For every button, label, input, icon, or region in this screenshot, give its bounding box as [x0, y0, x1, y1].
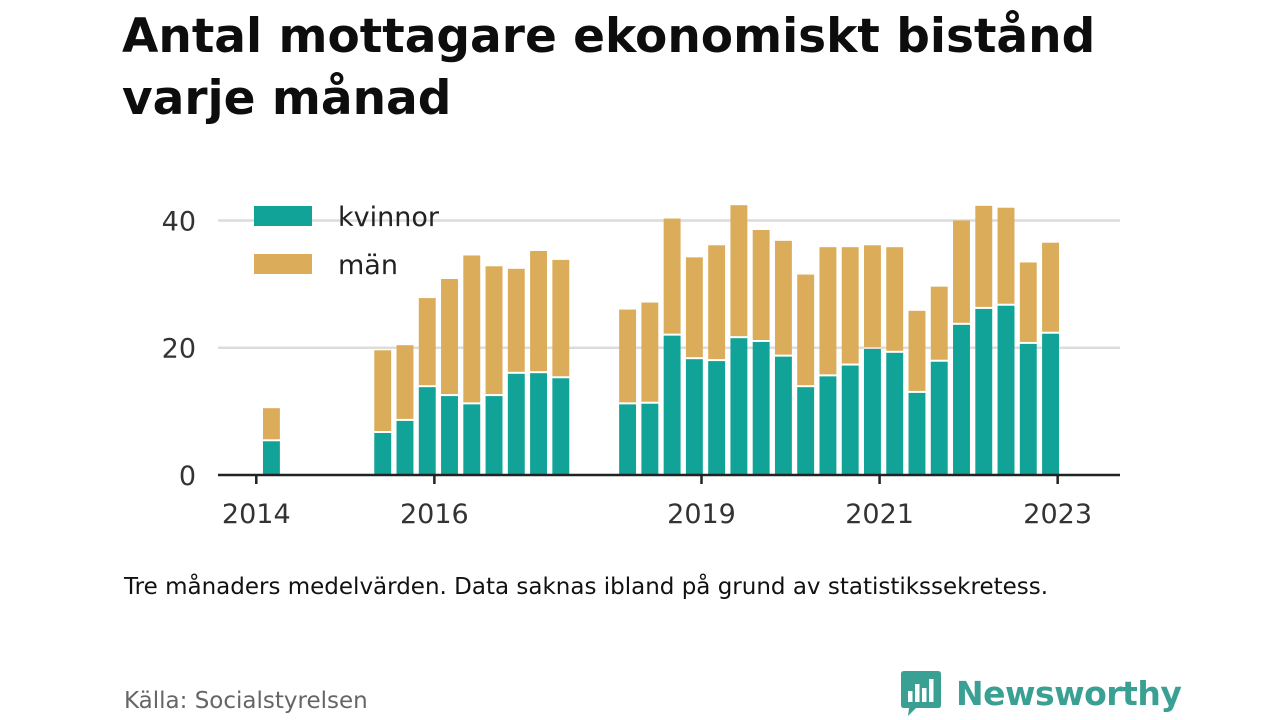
x-tick-label: 2021 — [845, 499, 914, 530]
legend: kvinnor män — [254, 202, 440, 281]
bar-kvinnor — [930, 361, 948, 475]
bar-kvinnor — [463, 404, 481, 475]
bar-kvinnor — [886, 352, 904, 475]
bar-man — [819, 247, 837, 375]
bar-man — [530, 251, 548, 372]
bar-kvinnor — [730, 338, 748, 475]
bar-man — [262, 408, 280, 440]
bar-kvinnor — [685, 359, 703, 475]
brand-name: Newsworthy — [956, 673, 1182, 713]
bar-kvinnor — [552, 378, 570, 475]
bar-man — [418, 298, 436, 386]
bar-kvinnor — [1042, 333, 1060, 475]
bar-chart-speech-bubble-icon — [901, 671, 941, 716]
x-tick-label: 2016 — [400, 499, 469, 530]
bar-kvinnor — [752, 342, 770, 475]
bar-kvinnor — [975, 308, 993, 475]
bar-man — [774, 240, 792, 355]
legend-label: män — [338, 250, 398, 281]
bar-man — [930, 286, 948, 360]
bar-man — [886, 247, 904, 351]
bar-man — [552, 259, 570, 377]
bar-kvinnor — [641, 403, 659, 475]
bar-kvinnor — [396, 420, 414, 475]
bar-man — [619, 309, 637, 403]
bar-kvinnor — [441, 396, 458, 475]
bar-man — [1019, 262, 1037, 342]
source-text: Källa: Socialstyrelsen — [124, 688, 368, 714]
bar-man — [1042, 242, 1060, 332]
x-tick-label: 2014 — [222, 499, 291, 530]
bar-kvinnor — [663, 335, 681, 475]
bar-man — [997, 207, 1015, 304]
y-tick-label: 0 — [179, 461, 196, 492]
bar-kvinnor — [774, 356, 792, 475]
chart-title: Antal mottagare ekonomiskt bistånd varje… — [122, 9, 1096, 126]
legend-swatch — [254, 254, 312, 274]
bar-kvinnor — [619, 404, 637, 475]
bar-kvinnor — [797, 387, 815, 475]
bar-man — [685, 257, 703, 358]
brand-logo[interactable]: Newsworthy — [900, 668, 1182, 718]
legend-label: kvinnor — [338, 202, 440, 233]
bar-kvinnor — [864, 349, 881, 475]
bar-man — [441, 279, 458, 395]
stacked-bar-chart: 0 20 40 2014 2016 2019 2021 2023 kvinnor män — [162, 202, 1120, 530]
x-tick-label: 2019 — [667, 499, 736, 530]
bar-kvinnor — [485, 396, 503, 475]
bar-man — [507, 268, 525, 372]
y-tick-label: 40 — [162, 206, 196, 237]
bar-kvinnor — [418, 387, 436, 475]
bar-man — [730, 205, 748, 337]
bar-kvinnor — [841, 365, 859, 475]
bar-man — [396, 345, 414, 419]
bar-kvinnor — [708, 361, 726, 475]
bar-man — [374, 350, 392, 431]
bar-man — [463, 255, 481, 403]
bar-man — [797, 274, 815, 386]
bar-kvinnor — [530, 373, 548, 475]
bar-man — [975, 205, 993, 307]
bar-man — [908, 310, 926, 391]
bar-man — [953, 220, 970, 323]
bar-kvinnor — [997, 305, 1015, 475]
bar-kvinnor — [507, 373, 525, 475]
axes: 0 20 40 2014 2016 2019 2021 2023 — [162, 206, 1120, 530]
x-tick-label: 2023 — [1023, 499, 1092, 530]
bar-man — [864, 245, 881, 347]
bar-kvinnor — [374, 433, 392, 475]
bar-man — [641, 302, 659, 402]
bar-kvinnor — [908, 392, 926, 475]
bar-man — [708, 245, 726, 360]
bar-man — [752, 230, 770, 340]
bar-kvinnor — [262, 441, 280, 475]
bar-man — [841, 247, 859, 364]
y-tick-label: 20 — [162, 334, 196, 365]
bar-man — [485, 266, 503, 395]
bar-kvinnor — [819, 376, 837, 475]
legend-swatch — [254, 206, 312, 226]
bar-kvinnor — [953, 324, 970, 475]
bars — [262, 205, 1060, 475]
chart-note: Tre månaders medelvärden. Data saknas ib… — [124, 574, 1049, 600]
bar-kvinnor — [1019, 343, 1037, 475]
bar-man — [663, 218, 681, 334]
